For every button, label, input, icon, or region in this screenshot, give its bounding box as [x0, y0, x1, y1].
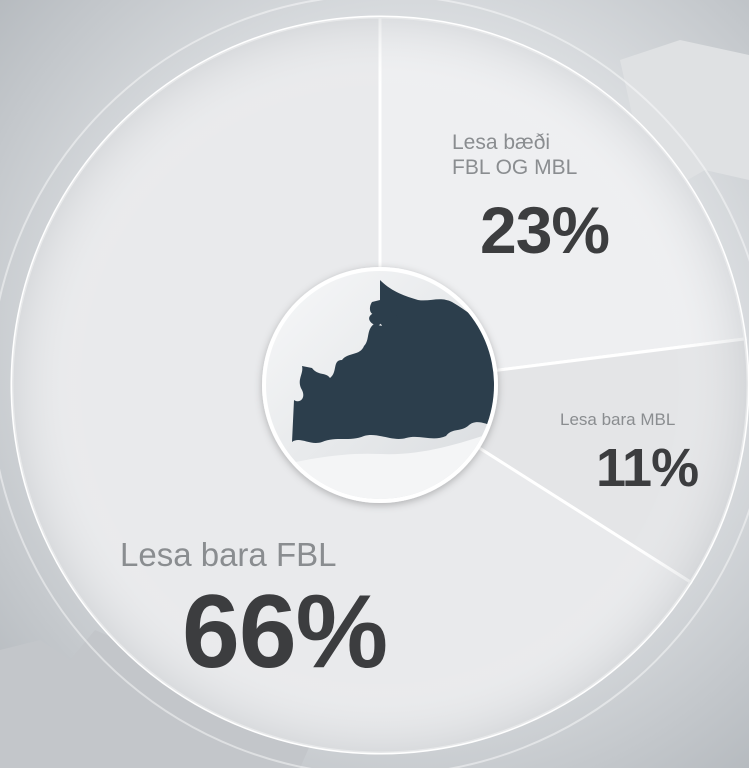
slice-label-fbl: Lesa bara FBL	[120, 536, 337, 573]
slice-label-mbl: Lesa bara MBL	[560, 410, 676, 429]
iceland-peninsula-icon	[369, 309, 398, 326]
slice-value-mbl: 11%	[596, 438, 699, 498]
iceland-map-icon	[292, 280, 494, 443]
slice-value-both: 23%	[480, 193, 610, 267]
slice-label-both: Lesa bæði FBL OG MBL	[452, 131, 578, 179]
slice-value-fbl: 66%	[182, 574, 388, 690]
